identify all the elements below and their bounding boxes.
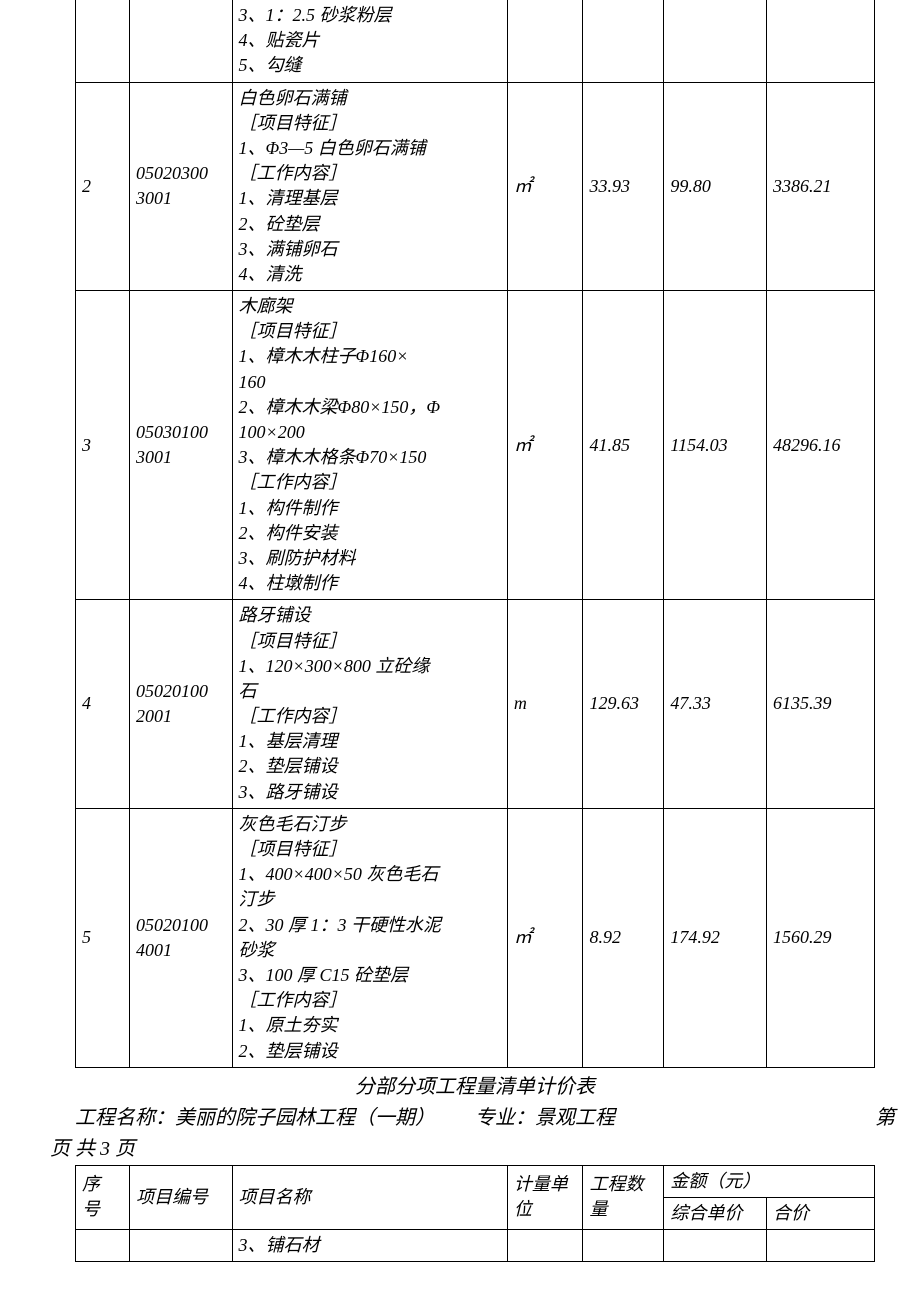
cell-qty: 33.93 — [583, 82, 664, 291]
cell-name: 3、铺石材 — [232, 1230, 507, 1262]
cell-total: 3386.21 — [766, 82, 874, 291]
cell-unit — [507, 0, 583, 82]
cell-name: 白色卵石满铺 ［项目特征］ 1、Φ3—5 白色卵石满铺 ［工作内容］ 1、清理基… — [232, 82, 507, 291]
project-name: 工程名称：美丽的院子园林工程（一期） — [75, 1101, 475, 1130]
cell-seq — [76, 0, 130, 82]
cell-seq: 2 — [76, 82, 130, 291]
table-row: 3、1：2.5 砂浆粉层 4、贴瓷片 5、勾缝 — [76, 0, 875, 82]
page-line: 页 共 3 页 — [50, 1132, 920, 1161]
header-row-1: 序 号 项目编号 项目名称 计量单 位 工程数 量 金额（元） — [76, 1165, 875, 1197]
cell-unitPrice: 174.92 — [664, 808, 767, 1067]
th-seq: 序 号 — [76, 1165, 130, 1229]
specialty: 专业：景观工程 — [475, 1101, 735, 1130]
cell-qty: 129.63 — [583, 600, 664, 809]
cell-code: 05030100 3001 — [129, 291, 232, 600]
cell-unitPrice: 47.33 — [664, 600, 767, 809]
cell-name: 3、1：2.5 砂浆粉层 4、贴瓷片 5、勾缝 — [232, 0, 507, 82]
cell-unitprice — [664, 1230, 767, 1262]
cell-code: 05020100 4001 — [129, 808, 232, 1067]
info-row: 工程名称：美丽的院子园林工程（一期） 专业：景观工程 第 — [75, 1101, 895, 1130]
cell-qty — [583, 1230, 664, 1262]
cell-seq — [76, 1230, 130, 1262]
cell-seq: 5 — [76, 808, 130, 1067]
th-unit: 计量单 位 — [507, 1165, 583, 1229]
cell-code — [129, 0, 232, 82]
bill-table-bottom: 序 号 项目编号 项目名称 计量单 位 工程数 量 金额（元） 综合单价 合价 … — [75, 1165, 875, 1263]
th-name: 项目名称 — [232, 1165, 507, 1229]
table-row: 305030100 3001木廊架 ［项目特征］ 1、樟木木柱子Φ160× 16… — [76, 291, 875, 600]
th-unitprice: 综合单价 — [664, 1197, 767, 1229]
cell-code — [129, 1230, 232, 1262]
cell-qty: 41.85 — [583, 291, 664, 600]
cell-unit: ㎡ — [507, 808, 583, 1067]
cell-unit — [507, 1230, 583, 1262]
page-right: 第 — [735, 1101, 895, 1130]
table-row: 505020100 4001灰色毛石汀步 ［项目特征］ 1、400×400×50… — [76, 808, 875, 1067]
cell-unit: m — [507, 600, 583, 809]
cell-unit: ㎡ — [507, 82, 583, 291]
cell-qty: 8.92 — [583, 808, 664, 1067]
cell-total: 1560.29 — [766, 808, 874, 1067]
cell-total: 6135.39 — [766, 600, 874, 809]
cell-name: 灰色毛石汀步 ［项目特征］ 1、400×400×50 灰色毛石 汀步 2、30 … — [232, 808, 507, 1067]
table-row: 3、铺石材 — [76, 1230, 875, 1262]
th-code: 项目编号 — [129, 1165, 232, 1229]
bill-table-top: 3、1：2.5 砂浆粉层 4、贴瓷片 5、勾缝205020300 3001白色卵… — [75, 0, 875, 1068]
cell-name: 路牙铺设 ［项目特征］ 1、120×300×800 立砼缘 石 ［工作内容］ 1… — [232, 600, 507, 809]
th-qty: 工程数 量 — [583, 1165, 664, 1229]
cell-unitPrice: 1154.03 — [664, 291, 767, 600]
table-row: 405020100 2001路牙铺设 ［项目特征］ 1、120×300×800 … — [76, 600, 875, 809]
th-total: 合价 — [766, 1197, 874, 1229]
section-title: 分部分项工程量清单计价表 — [75, 1070, 875, 1099]
cell-total — [766, 0, 874, 82]
cell-name: 木廊架 ［项目特征］ 1、樟木木柱子Φ160× 160 2、樟木木梁Φ80×15… — [232, 291, 507, 600]
cell-seq: 4 — [76, 600, 130, 809]
cell-seq: 3 — [76, 291, 130, 600]
cell-qty — [583, 0, 664, 82]
cell-total — [766, 1230, 874, 1262]
cell-code: 05020300 3001 — [129, 82, 232, 291]
cell-code: 05020100 2001 — [129, 600, 232, 809]
cell-total: 48296.16 — [766, 291, 874, 600]
cell-unitPrice — [664, 0, 767, 82]
th-amount: 金额（元） — [664, 1165, 875, 1197]
table-row: 205020300 3001白色卵石满铺 ［项目特征］ 1、Φ3—5 白色卵石满… — [76, 82, 875, 291]
cell-unit: ㎡ — [507, 291, 583, 600]
cell-unitPrice: 99.80 — [664, 82, 767, 291]
